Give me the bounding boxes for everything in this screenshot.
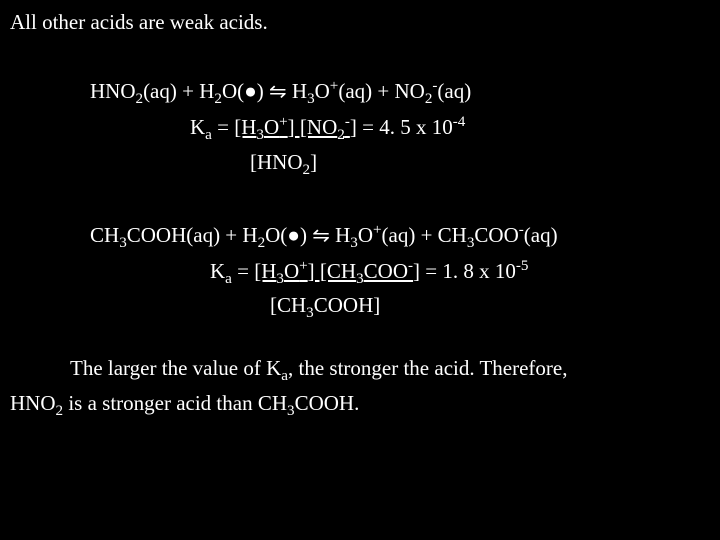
eq2-t4: O — [358, 223, 373, 247]
eq1-rhs: = 4. 5 x 10 — [357, 115, 453, 139]
eq2-ds: 3 — [306, 306, 314, 322]
eq1-t3: O(●) ⇋ H — [222, 79, 307, 103]
eq2-nbs: 3 — [356, 271, 364, 287]
eq1-t5: (aq) + NO — [338, 79, 424, 103]
c-p2s: 2 — [56, 403, 64, 419]
eq1-ka: K — [190, 115, 205, 139]
eq2-t5b: COO — [474, 223, 518, 247]
eq2-nb3: ] — [413, 259, 420, 283]
eq1-nb2: ] — [350, 115, 357, 139]
eq2-na3: ] [CH — [308, 259, 356, 283]
eq1-nbs: 2 — [337, 127, 345, 143]
eq1-t4: O — [315, 79, 330, 103]
eq2-rhsp: -5 — [516, 258, 529, 274]
eq2-t2: COOH(aq) + H — [127, 223, 258, 247]
conclusion-line1: The larger the value of Ka, the stronger… — [10, 354, 710, 387]
eq2-nas: 3 — [276, 271, 284, 287]
conclusion-line2: HNO2 is a stronger acid than CH3COOH. — [10, 389, 710, 422]
eq2-t5: (aq) + CH — [382, 223, 467, 247]
eq2-na: [H — [254, 259, 276, 283]
eq2-kaeq: = — [232, 259, 254, 283]
eq2-denom: [CH3COOH] — [270, 291, 710, 324]
eq1-na: [H — [234, 115, 256, 139]
eq2-s: 3 — [119, 235, 127, 251]
eq2-nb2: COO — [364, 259, 408, 283]
eq2-kas: a — [225, 271, 232, 287]
eq2-t: CH — [90, 223, 119, 247]
eq2-s2: 2 — [258, 235, 266, 251]
eq1-s: 2 — [136, 92, 144, 108]
eq2-t3: O(●) ⇋ H — [265, 223, 350, 247]
eq2-s3: 3 — [350, 235, 358, 251]
c-p1a: The larger the value of K — [70, 356, 281, 380]
c-p2a: HNO — [10, 391, 56, 415]
eq1-nas: 3 — [256, 127, 264, 143]
c-p2c: COOH. — [295, 391, 360, 415]
eq2-t6: (aq) — [524, 223, 558, 247]
eq1-t2: (aq) + H — [143, 79, 214, 103]
eq2-nap: + — [299, 258, 308, 274]
c-p2b: is a stronger acid than CH — [63, 391, 287, 415]
eq1-kas: a — [205, 127, 212, 143]
eq1-ds: 2 — [303, 162, 311, 178]
c-p1s: a — [281, 368, 288, 384]
eq1-nap: + — [279, 114, 288, 130]
eq2-na2: O — [284, 259, 299, 283]
c-p2s2: 3 — [287, 403, 295, 419]
c-p1b: , the stronger the acid. Therefore, — [288, 356, 568, 380]
eq2-db: COOH] — [314, 293, 381, 317]
eq2-reaction: CH3COOH(aq) + H2O(●) ⇋ H3O+(aq) + CH3COO… — [90, 220, 710, 254]
eq2-da: [CH — [270, 293, 306, 317]
eq1-s3: 3 — [307, 92, 315, 108]
eq1-reaction: HNO2(aq) + H2O(●) ⇋ H3O+(aq) + NO2-(aq) — [90, 76, 710, 110]
heading: All other acids are weak acids. — [10, 8, 710, 36]
eq2-rhs: = 1. 8 x 10 — [420, 259, 516, 283]
eq1-da: [HNO — [250, 150, 303, 174]
eq1-rhsp: -4 — [453, 114, 466, 130]
eq1-s2: 2 — [214, 92, 222, 108]
eq1-db: ] — [310, 150, 317, 174]
eq1-kaeq: = — [212, 115, 234, 139]
eq2-p: + — [373, 222, 382, 238]
eq1-denom: [HNO2] — [250, 148, 710, 181]
eq1-t: HNO — [90, 79, 136, 103]
eq2-ka-line: Ka = [H3O+] [CH3COO-] = 1. 8 x 10-5 — [210, 256, 710, 290]
eq1-na3: ] [NO — [288, 115, 338, 139]
eq1-na2: O — [264, 115, 279, 139]
eq2-ka: K — [210, 259, 225, 283]
eq1-t6: (aq) — [437, 79, 471, 103]
eq1-ka-line: Ka = [H3O+] [NO2-] = 4. 5 x 10-4 — [190, 112, 710, 146]
